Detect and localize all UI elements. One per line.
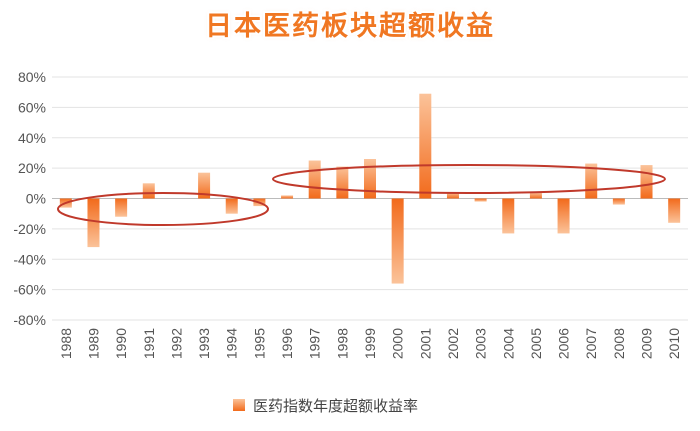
bar-1989 — [87, 198, 100, 248]
x-tick-label: 1994 — [224, 328, 240, 359]
bar-2001 — [419, 93, 432, 199]
y-tick-label: -20% — [13, 221, 46, 237]
bar-2003 — [474, 198, 487, 202]
x-tick-label: 1997 — [307, 328, 323, 359]
bar-1991 — [142, 183, 155, 199]
x-tick-label: 2007 — [583, 328, 599, 359]
x-tick-label: 2004 — [500, 328, 516, 359]
y-axis-labels: 80% 60% 40% 20% 0% -20% -40% -60% -80% — [13, 69, 46, 328]
y-tick-label: 40% — [18, 130, 46, 146]
bar-2008 — [612, 198, 625, 205]
bar-2006 — [557, 198, 570, 234]
bar-1990 — [115, 198, 128, 217]
bar-1994 — [225, 198, 238, 214]
x-tick-label: 1995 — [251, 328, 267, 359]
chart-title: 日本医药板块超额收益 — [205, 11, 495, 42]
x-tick-label: 2005 — [528, 328, 544, 359]
x-tick-label: 2006 — [556, 328, 572, 359]
x-tick-label: 1991 — [141, 328, 157, 359]
x-tick-label: 1998 — [334, 328, 350, 359]
y-tick-label: 20% — [18, 160, 46, 176]
ellipse-annotation-late-period — [272, 164, 666, 194]
bar-2010 — [668, 198, 681, 223]
y-tick-label: -60% — [13, 282, 46, 298]
x-tick-label: 1999 — [362, 328, 378, 359]
y-tick-label: 60% — [18, 99, 46, 115]
bar-2005 — [529, 192, 542, 199]
legend: 医药指数年度超额收益率 — [233, 397, 418, 415]
x-tick-label: 1993 — [196, 328, 212, 359]
bar-1996 — [281, 195, 294, 199]
x-tick-label: 2003 — [473, 328, 489, 359]
y-tick-label: -40% — [13, 251, 46, 267]
x-tick-label: 2008 — [611, 328, 627, 359]
gridlines — [52, 76, 688, 321]
legend-swatch — [233, 399, 245, 411]
bar-1998 — [336, 166, 349, 199]
legend-label: 医药指数年度超额收益率 — [253, 397, 418, 415]
ellipse-annotation-early-period — [57, 192, 269, 226]
x-tick-label: 2002 — [445, 328, 461, 359]
bar-2009 — [640, 165, 653, 199]
bar-2000 — [391, 198, 404, 284]
x-tick-label: 1989 — [85, 328, 101, 359]
y-tick-label: -80% — [13, 312, 46, 328]
x-tick-label: 2000 — [390, 328, 406, 359]
bar-1993 — [198, 172, 211, 199]
annotations — [57, 164, 666, 226]
bars — [59, 93, 681, 284]
bar-2004 — [502, 198, 515, 234]
bar-1999 — [364, 159, 376, 199]
x-tick-label: 2001 — [417, 328, 433, 359]
x-tick-label: 2009 — [639, 328, 655, 359]
x-axis-labels: 1988 1989 1990 1991 1992 1993 1994 1995 1996 1997… — [58, 328, 682, 359]
bar-2002 — [446, 192, 459, 199]
x-tick-label: 1996 — [279, 328, 295, 359]
x-tick-label: 1992 — [168, 328, 184, 359]
y-tick-label: 80% — [18, 69, 46, 85]
x-tick-label: 2010 — [666, 328, 682, 359]
x-tick-label: 1990 — [113, 328, 129, 359]
bar-1997 — [308, 160, 321, 199]
y-tick-label: 0% — [26, 191, 46, 207]
x-tick-label: 1988 — [58, 328, 74, 359]
